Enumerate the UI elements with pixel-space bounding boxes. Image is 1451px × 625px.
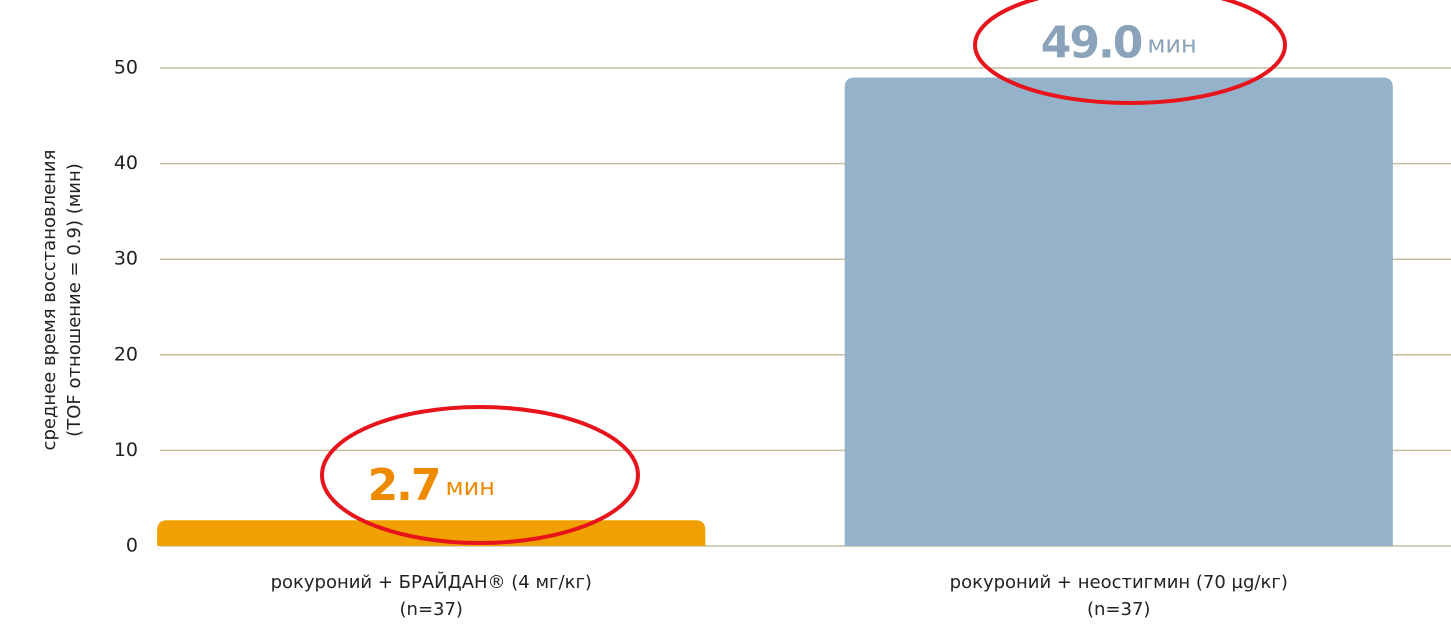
highlight-ellipse: [320, 405, 640, 545]
highlight-ellipse: [973, 0, 1287, 105]
x-tick-label: рокуроний + БРАЙДАН® (4 мг/кг): [271, 571, 592, 593]
bar: [844, 77, 1393, 546]
value-label: 49.0 мин: [1041, 18, 1197, 69]
value-label: 2.7 мин: [368, 460, 495, 511]
y-tick-label: 40: [114, 152, 138, 174]
y-tick-label: 10: [114, 439, 138, 461]
plot: 0 10 20 30 40 50 рокуроний + БРАЙДАН® (4 мг/кг…: [114, 18, 1451, 620]
y-tick-label: 30: [114, 248, 138, 270]
value-unit: мин: [1147, 31, 1196, 59]
y-tick-label: 20: [114, 343, 138, 365]
x-tick-label: (n=37): [400, 599, 463, 620]
y-tick-label: 50: [114, 57, 138, 79]
value-unit: мин: [446, 473, 495, 501]
y-axis-label: (TOF отношение = 0.9) (мин): [64, 163, 85, 437]
y-tick-label: 0: [126, 535, 138, 557]
x-tick-label: рокуроний + неостигмин (70 µg/кг): [950, 572, 1288, 593]
y-axis-label: среднее время восстановления: [39, 150, 60, 451]
value-number: 2.7: [368, 460, 440, 511]
x-tick-label: (n=37): [1087, 599, 1150, 620]
value-number: 49.0: [1041, 18, 1142, 69]
bar: [157, 520, 706, 546]
